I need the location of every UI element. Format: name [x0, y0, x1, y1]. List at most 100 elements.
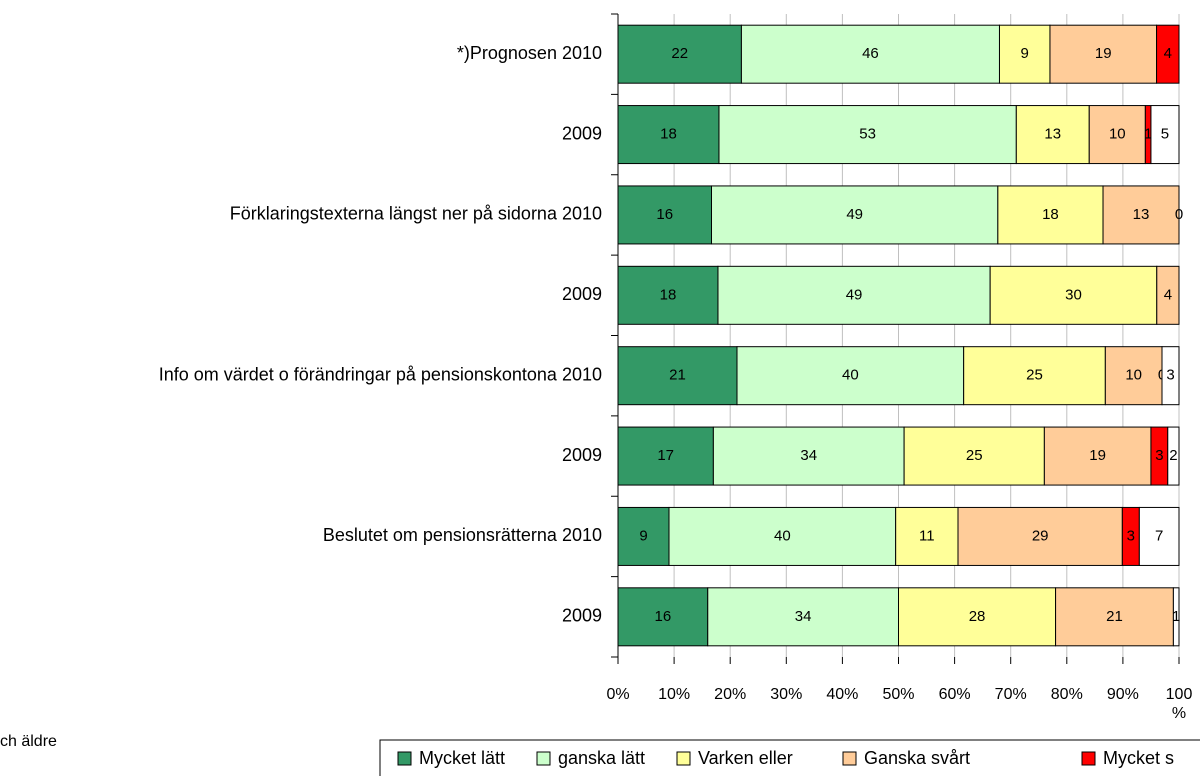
value-label: 34: [800, 447, 817, 464]
bar-segment: [1156, 265, 1180, 325]
value-label: 22: [671, 45, 688, 62]
x-tick-label: 100 %: [1165, 686, 1193, 722]
value-label: 11: [919, 527, 935, 544]
value-label: 40: [774, 527, 791, 544]
x-tick-label: 60%: [938, 686, 971, 703]
value-label: 49: [846, 206, 863, 223]
bar-segment: [740, 24, 1000, 84]
bar-segment: [998, 24, 1051, 84]
bar-segment: [1150, 105, 1180, 165]
bar-segment: [1043, 426, 1152, 486]
bar-segment: [736, 346, 965, 406]
category-label: Beslutet om pensionsrätterna 2010: [323, 525, 602, 545]
legend-swatch: [676, 751, 691, 766]
x-tick-label: 0%: [606, 686, 630, 703]
value-label: 46: [862, 45, 879, 62]
value-label: 7: [1155, 527, 1163, 544]
legend-swatch: [536, 751, 551, 766]
bar-segment: [617, 506, 670, 566]
bar-segment: [1102, 185, 1180, 245]
bar-segment: [997, 185, 1104, 245]
value-label: 21: [1106, 608, 1123, 625]
category-label: 2009: [562, 284, 602, 304]
legend-box: [379, 739, 1200, 776]
legend-label: Ganska svårt: [864, 748, 970, 768]
bar-segment: [1161, 346, 1180, 406]
value-label: 25: [1026, 367, 1043, 384]
value-label: 17: [657, 447, 674, 464]
legend-label: Mycket s: [1103, 748, 1174, 768]
category-label: Förklaringstexterna längst ner på sidorn…: [230, 204, 602, 224]
value-label: 5: [1161, 126, 1169, 143]
legend: Mycket lätt ganska lätt Varken eller Ganska…: [379, 739, 1200, 776]
bar-segment: [617, 426, 714, 486]
x-tick-label: 40%: [826, 686, 859, 703]
value-label: 29: [1032, 527, 1049, 544]
bar-segment: [717, 265, 991, 325]
value-label: 19: [1095, 45, 1112, 62]
value-label: 53: [859, 126, 876, 143]
value-label: 28: [969, 608, 986, 625]
value-label: 13: [1044, 126, 1061, 143]
legend-swatch: [1081, 751, 1096, 766]
bar-segment: [1015, 105, 1090, 165]
legend-swatch: [397, 751, 412, 766]
value-label: 16: [655, 608, 672, 625]
x-tick-label: 70%: [994, 686, 1027, 703]
value-label: 40: [842, 367, 859, 384]
bar-segment: [707, 587, 900, 647]
value-label: 16: [656, 206, 673, 223]
bar-segment: [989, 265, 1158, 325]
value-label: 0: [1175, 206, 1183, 223]
value-label: 3: [1127, 527, 1135, 544]
value-label: 18: [660, 126, 677, 143]
bar-segment: [1138, 506, 1180, 566]
note: ch äldre: [0, 733, 57, 750]
category-label: 2009: [562, 123, 602, 143]
category-label: *)Prognosen 2010: [457, 43, 602, 63]
category-label: 2009: [562, 606, 602, 626]
legend-label: ganska lätt: [558, 748, 645, 768]
legend-label: Varken eller: [698, 748, 793, 768]
bar-segment: [1167, 426, 1180, 486]
value-label: 13: [1133, 206, 1150, 223]
bar-segment: [617, 105, 720, 165]
legend-swatch: [842, 751, 857, 766]
value-label: 1: [1144, 126, 1152, 143]
category-label: Info om värdet o förändringar på pension…: [159, 364, 602, 384]
value-label: 9: [639, 527, 647, 544]
value-label: 25: [966, 447, 983, 464]
bar-segment: [1104, 346, 1163, 406]
x-tick-label: 10%: [658, 686, 691, 703]
value-label: 34: [795, 608, 812, 625]
value-label: 19: [1089, 447, 1106, 464]
bar-segment: [1049, 24, 1158, 84]
value-label: 4: [1164, 45, 1172, 62]
value-label: 49: [846, 286, 863, 303]
bar-segment: [617, 24, 742, 84]
value-label: 1: [1172, 608, 1180, 625]
bar-segment: [895, 506, 959, 566]
value-label: 30: [1065, 286, 1082, 303]
bar-segment: [711, 185, 999, 245]
value-label: 18: [1042, 206, 1059, 223]
value-label: 10: [1125, 367, 1142, 384]
x-tick-label: 50%: [882, 686, 915, 703]
value-label: 18: [660, 286, 677, 303]
bar-segment: [668, 506, 897, 566]
bar-segment: [1055, 587, 1174, 647]
value-label: 3: [1166, 367, 1174, 384]
value-label: 10: [1109, 126, 1126, 143]
value-label: 2: [1169, 447, 1177, 464]
value-label: 21: [669, 367, 686, 384]
value-label: 9: [1021, 45, 1029, 62]
bar-segment: [898, 587, 1057, 647]
category-label: 2009: [562, 445, 602, 465]
bar-segment: [957, 506, 1123, 566]
x-tick-label: 90%: [1106, 686, 1139, 703]
x-tick-label: 80%: [1050, 686, 1083, 703]
bar-segment: [617, 346, 738, 406]
x-tick-label: 20%: [714, 686, 747, 703]
